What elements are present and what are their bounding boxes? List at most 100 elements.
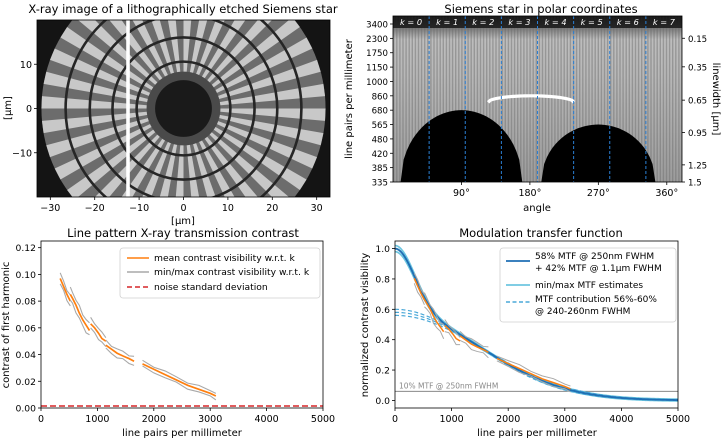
polar-stripe bbox=[455, 16, 457, 182]
contrast-minmax-line bbox=[90, 317, 107, 338]
polar-stripe bbox=[650, 16, 652, 182]
panel-contrast: Line pattern X-ray transmission contrast… bbox=[1, 226, 335, 439]
polar-ytick-label: 420 bbox=[372, 150, 388, 160]
polar-stripe bbox=[532, 16, 534, 182]
mtf-legend-box bbox=[499, 247, 677, 323]
mtf-legend: 58% MTF @ 250nm FWHM + 42% MTF @ 1.1μm F… bbox=[499, 247, 677, 323]
contrast-ytick-label: 0.08 bbox=[16, 297, 37, 308]
polar-stripe bbox=[451, 16, 454, 182]
polar-stripe bbox=[504, 16, 506, 182]
polar-k-label: k = 0 bbox=[400, 17, 422, 27]
xray-ytick-label: 10 bbox=[20, 60, 32, 71]
contrast-mean-line bbox=[90, 323, 107, 342]
contrast-xtick-label: 0 bbox=[38, 414, 44, 425]
polar-k-label: k = 3 bbox=[508, 17, 530, 27]
mtf-ytick-label: 0.4 bbox=[375, 335, 390, 346]
polar-stripe bbox=[523, 16, 525, 182]
polar-stripe bbox=[637, 16, 640, 182]
polar-stripe bbox=[427, 16, 429, 182]
polar-xlabel: angle bbox=[523, 203, 551, 214]
contrast-ytick-label: 0.00 bbox=[16, 404, 37, 415]
polar-stripe bbox=[616, 16, 618, 182]
polar-stripes bbox=[393, 16, 682, 182]
contrast-plot bbox=[41, 272, 323, 407]
xray-image bbox=[37, 20, 330, 197]
xray-clipped bbox=[37, 20, 330, 197]
contrast-xtick-label: 3000 bbox=[198, 414, 222, 425]
xray-ring-gap bbox=[135, 60, 232, 157]
polar-stripe bbox=[433, 16, 435, 182]
mtf-ytick-label: 0.8 bbox=[375, 274, 390, 285]
polar-stripe bbox=[458, 16, 460, 182]
xray-ytick-label: 0 bbox=[26, 104, 32, 115]
mtf-xtick-label: 5000 bbox=[666, 414, 690, 425]
mtf-contrib-curve bbox=[395, 314, 678, 401]
polar-stripe bbox=[588, 16, 590, 182]
polar-ytick-right-label: 0.95 bbox=[688, 129, 707, 139]
contrast-mean-line bbox=[142, 363, 217, 397]
polar-stripe bbox=[582, 16, 584, 182]
mtf-xlabel: line pairs per millimeter bbox=[477, 428, 598, 439]
legend-mean-label: mean contrast visibility w.r.t. k bbox=[154, 253, 295, 264]
mtf-minmax-line bbox=[413, 273, 425, 295]
polar-k-label: k = 6 bbox=[617, 17, 639, 27]
polar-xtick-label: 360° bbox=[655, 188, 678, 199]
xray-ring-gap bbox=[88, 20, 279, 197]
contrast-minmax-line bbox=[69, 299, 90, 336]
polar-stripe bbox=[541, 16, 544, 182]
polar-ytick-label: 385 bbox=[372, 164, 388, 174]
mtf-minmax-line bbox=[424, 306, 445, 340]
contrast-ytick-label: 0.04 bbox=[16, 350, 37, 361]
contrast-mean-line bbox=[105, 344, 135, 362]
polar-stripe bbox=[619, 16, 621, 182]
xray-xtick-label: 30 bbox=[311, 203, 323, 214]
polar-stripe bbox=[430, 16, 432, 182]
polar-stripe bbox=[597, 16, 599, 182]
polar-stripe bbox=[572, 16, 575, 182]
polar-stripe bbox=[476, 16, 479, 182]
polar-ytick-right-label: 0.65 bbox=[688, 97, 707, 107]
contrast-ytick-label: 0.06 bbox=[16, 323, 37, 334]
contrast-xtick-label: 2000 bbox=[142, 414, 166, 425]
mtf-ytick-label: 0.2 bbox=[375, 366, 390, 377]
polar-stripe bbox=[517, 16, 519, 182]
panel-xray: X-ray image of a lithographically etched… bbox=[3, 2, 338, 227]
legend-contrib-label-2: @ 240-260nm FWHM bbox=[535, 307, 630, 317]
polar-stripe bbox=[600, 16, 603, 182]
polar-ytick-label: 1750 bbox=[366, 49, 388, 59]
polar-stripe bbox=[653, 16, 655, 182]
polar-ylabel-right: linewidth [μm] bbox=[710, 63, 721, 136]
contrast-minmax-line bbox=[90, 327, 107, 348]
polar-axes: 90° 180° 270° 360° 3400 2300 1750 1150 1000 860 68… bbox=[366, 21, 707, 200]
polar-k-label: k = 4 bbox=[545, 17, 567, 27]
polar-ytick-label: 1000 bbox=[366, 78, 388, 88]
polar-stripe bbox=[634, 16, 637, 182]
polar-stripe bbox=[665, 16, 668, 182]
polar-arc bbox=[486, 94, 576, 104]
mtf-ytick-label: 0.6 bbox=[375, 305, 390, 316]
contrast-frame bbox=[40, 240, 324, 409]
polar-stripe bbox=[662, 16, 665, 182]
polar-stripe bbox=[647, 16, 649, 182]
xray-xtick-label: 0 bbox=[180, 203, 186, 214]
polar-stripe bbox=[544, 16, 547, 182]
xray-ytick-label: −10 bbox=[12, 148, 32, 159]
xray-center-hole bbox=[155, 80, 212, 137]
contrast-ytick-label: 0.12 bbox=[16, 243, 36, 254]
polar-ylabel: line pairs per millimeter bbox=[344, 38, 355, 159]
xray-ring-gap bbox=[111, 36, 256, 181]
polar-stripe bbox=[436, 16, 438, 182]
polar-stripe bbox=[672, 16, 674, 182]
polar-stripe bbox=[417, 16, 420, 182]
contrast-ytick-label: 0.10 bbox=[16, 270, 37, 281]
legend-noise-label: noise standard deviation bbox=[154, 282, 268, 293]
xray-axes: −30 −20 −10 0 10 20 30 10 0 −10 bbox=[12, 60, 323, 214]
polar-ytick-right-label: 1.25 bbox=[688, 161, 707, 171]
polar-shadow bbox=[400, 110, 523, 182]
polar-stripe bbox=[513, 16, 516, 182]
mtf-xtick-label: 4000 bbox=[609, 414, 633, 425]
polar-k-label: k = 5 bbox=[581, 17, 603, 27]
mtf-mean-line bbox=[496, 357, 571, 390]
polar-stripe bbox=[631, 16, 634, 182]
mtf-minmax-line bbox=[459, 340, 489, 359]
